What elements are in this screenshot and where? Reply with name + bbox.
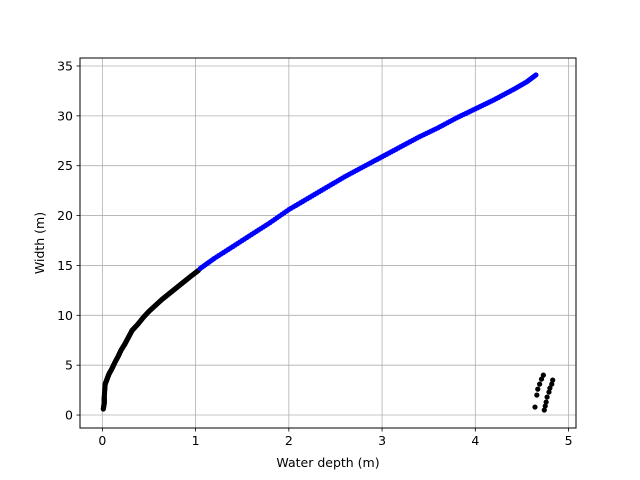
y-axis-label: Width (m) <box>32 212 47 274</box>
y-tick-label: 15 <box>57 258 73 273</box>
y-tick-label: 20 <box>57 208 73 223</box>
data-point <box>547 385 553 391</box>
y-tick-label: 10 <box>57 308 73 323</box>
data-point <box>534 392 540 398</box>
data-point <box>550 377 556 383</box>
series-1 <box>197 72 539 272</box>
x-tick-label: 5 <box>565 433 573 448</box>
x-axis-label: Water depth (m) <box>276 455 379 470</box>
data-point <box>546 389 552 395</box>
data-point <box>538 376 545 382</box>
x-tick-label: 0 <box>98 433 106 448</box>
y-tick-label: 30 <box>57 108 73 123</box>
plot-frame <box>79 57 577 429</box>
series-0 <box>100 267 202 412</box>
data-point <box>533 72 539 78</box>
data-point <box>535 386 541 392</box>
data-point <box>549 381 555 387</box>
data-point <box>541 407 547 413</box>
x-tick-label: 4 <box>471 433 479 448</box>
y-tick-label: 0 <box>65 408 73 423</box>
y-tick-label: 25 <box>57 158 73 173</box>
series-2 <box>532 372 556 413</box>
data-point <box>544 394 550 400</box>
data-point <box>543 399 549 405</box>
data-point <box>532 404 538 410</box>
x-tick-label: 2 <box>285 433 293 448</box>
y-tick-label: 5 <box>65 358 73 373</box>
grid <box>80 58 576 428</box>
data-point <box>537 381 543 387</box>
data-point <box>542 403 548 409</box>
axis-ticks: 0 1 2 3 4 5 0 5 10 15 20 25 30 35 <box>57 58 572 448</box>
data-points <box>100 72 556 413</box>
y-tick-label: 35 <box>57 58 73 73</box>
data-point <box>540 372 546 378</box>
x-tick-label: 1 <box>192 433 200 448</box>
x-tick-label: 3 <box>378 433 386 448</box>
